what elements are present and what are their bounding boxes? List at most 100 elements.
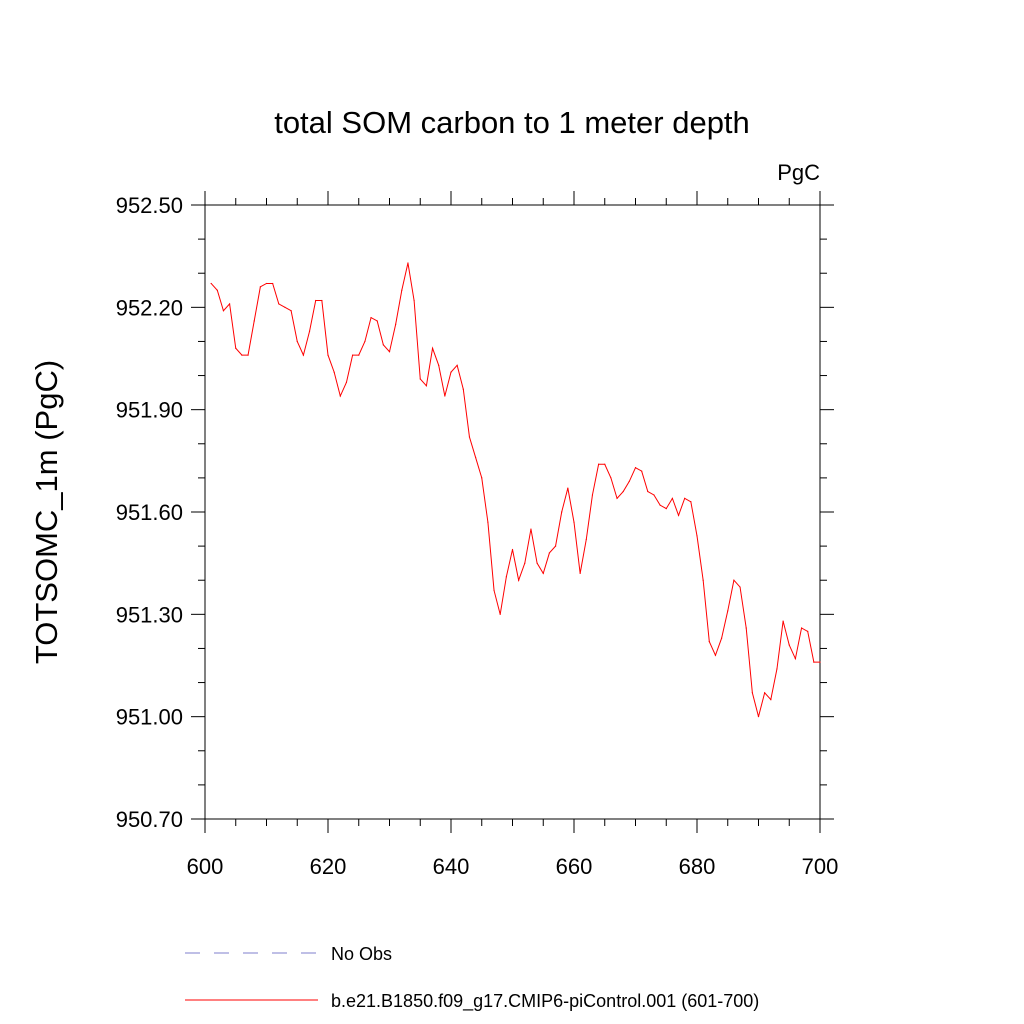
data-point xyxy=(604,463,606,465)
data-point xyxy=(561,511,563,513)
data-point xyxy=(284,306,286,308)
x-tick-label: 620 xyxy=(310,854,347,879)
data-point xyxy=(493,589,495,592)
data-point xyxy=(358,354,360,356)
x-tick-label: 600 xyxy=(187,854,224,879)
data-point xyxy=(622,490,624,493)
data-point xyxy=(647,490,649,493)
legend-label: b.e21.B1850.f09_g17.CMIP6-piControl.001 … xyxy=(331,991,759,1012)
data-point xyxy=(265,282,268,285)
data-point xyxy=(456,364,458,366)
data-point xyxy=(370,316,372,319)
data-point xyxy=(788,644,790,646)
data-point xyxy=(364,340,366,343)
data-point xyxy=(413,299,415,302)
data-point xyxy=(542,572,544,575)
data-point xyxy=(327,354,329,356)
data-point xyxy=(395,323,397,325)
data-point xyxy=(591,494,594,496)
legend-label: No Obs xyxy=(331,944,392,964)
data-point xyxy=(616,497,618,499)
data-point xyxy=(751,692,753,694)
data-point xyxy=(222,310,225,312)
data-point xyxy=(302,354,304,356)
data-point xyxy=(376,320,378,322)
data-point xyxy=(727,610,729,612)
data-point xyxy=(505,576,507,578)
data-point xyxy=(696,535,698,537)
data-point xyxy=(671,497,674,499)
data-point xyxy=(462,388,464,390)
data-point xyxy=(216,289,218,291)
data-point xyxy=(794,658,797,660)
data-point xyxy=(444,395,446,397)
legend: No Obs b.e21.B1850.f09_g17.CMIP6-piContro… xyxy=(185,944,759,1012)
data-point xyxy=(308,330,311,332)
data-point xyxy=(782,620,784,622)
y-axis-label: TOTSOMC_1m (PgC) xyxy=(29,360,64,664)
data-point xyxy=(438,364,440,366)
chart-title: total SOM carbon to 1 meter depth xyxy=(274,105,750,140)
data-point xyxy=(757,716,760,718)
data-point xyxy=(653,494,655,496)
series-line xyxy=(210,262,820,717)
y-tick-label: 950.70 xyxy=(116,807,183,832)
data-point xyxy=(641,470,643,472)
data-point xyxy=(475,456,477,459)
data-point xyxy=(770,699,772,701)
data-point xyxy=(290,310,292,312)
data-point xyxy=(585,538,587,540)
data-point xyxy=(487,521,489,523)
y-tick-label: 952.50 xyxy=(116,193,183,218)
data-point xyxy=(407,262,409,264)
data-point xyxy=(431,347,434,349)
data-point xyxy=(536,562,538,564)
y-tick-label: 952.20 xyxy=(116,295,183,320)
data-point xyxy=(807,630,809,632)
data-point xyxy=(468,436,471,438)
data-point xyxy=(235,347,237,349)
data-point xyxy=(739,586,741,588)
plot-frame xyxy=(204,204,821,820)
data-point xyxy=(339,395,341,397)
data-point xyxy=(573,521,575,523)
data-point xyxy=(518,579,520,581)
data-point xyxy=(684,497,686,499)
data-point xyxy=(665,507,667,510)
data-point xyxy=(229,303,231,305)
data-point xyxy=(745,627,747,629)
data-point xyxy=(388,351,391,353)
data-point xyxy=(259,286,261,288)
data-point xyxy=(272,282,274,285)
x-tick-label: 680 xyxy=(679,854,716,879)
data-point xyxy=(677,514,680,517)
y-tick-label: 951.30 xyxy=(116,602,183,627)
data-point xyxy=(567,487,569,489)
data-point xyxy=(776,668,778,670)
data-point xyxy=(333,371,335,373)
data-point xyxy=(321,299,323,302)
data-point xyxy=(345,381,348,383)
data-point xyxy=(800,627,803,629)
data-point xyxy=(819,661,821,663)
data-point xyxy=(579,572,581,575)
data-point xyxy=(401,289,403,291)
axes: 600 620 640 660 680 700 950.70 951.00 951.30 951.… xyxy=(116,191,839,879)
data-point xyxy=(382,344,384,346)
data-point xyxy=(425,385,427,387)
x-tick-label: 660 xyxy=(556,854,593,879)
data-point xyxy=(702,579,704,581)
data-point xyxy=(352,354,354,356)
data-point xyxy=(210,282,212,285)
data-point xyxy=(764,692,766,694)
x-tick-label: 640 xyxy=(433,854,470,879)
data-point xyxy=(247,354,249,356)
x-tick-label: 700 xyxy=(802,854,839,879)
data-point xyxy=(813,661,815,663)
y-tick-label: 951.00 xyxy=(116,705,183,730)
data-point xyxy=(511,548,514,551)
data-point xyxy=(708,641,710,643)
data-point xyxy=(634,467,637,469)
y-tick-label: 951.60 xyxy=(116,500,183,525)
